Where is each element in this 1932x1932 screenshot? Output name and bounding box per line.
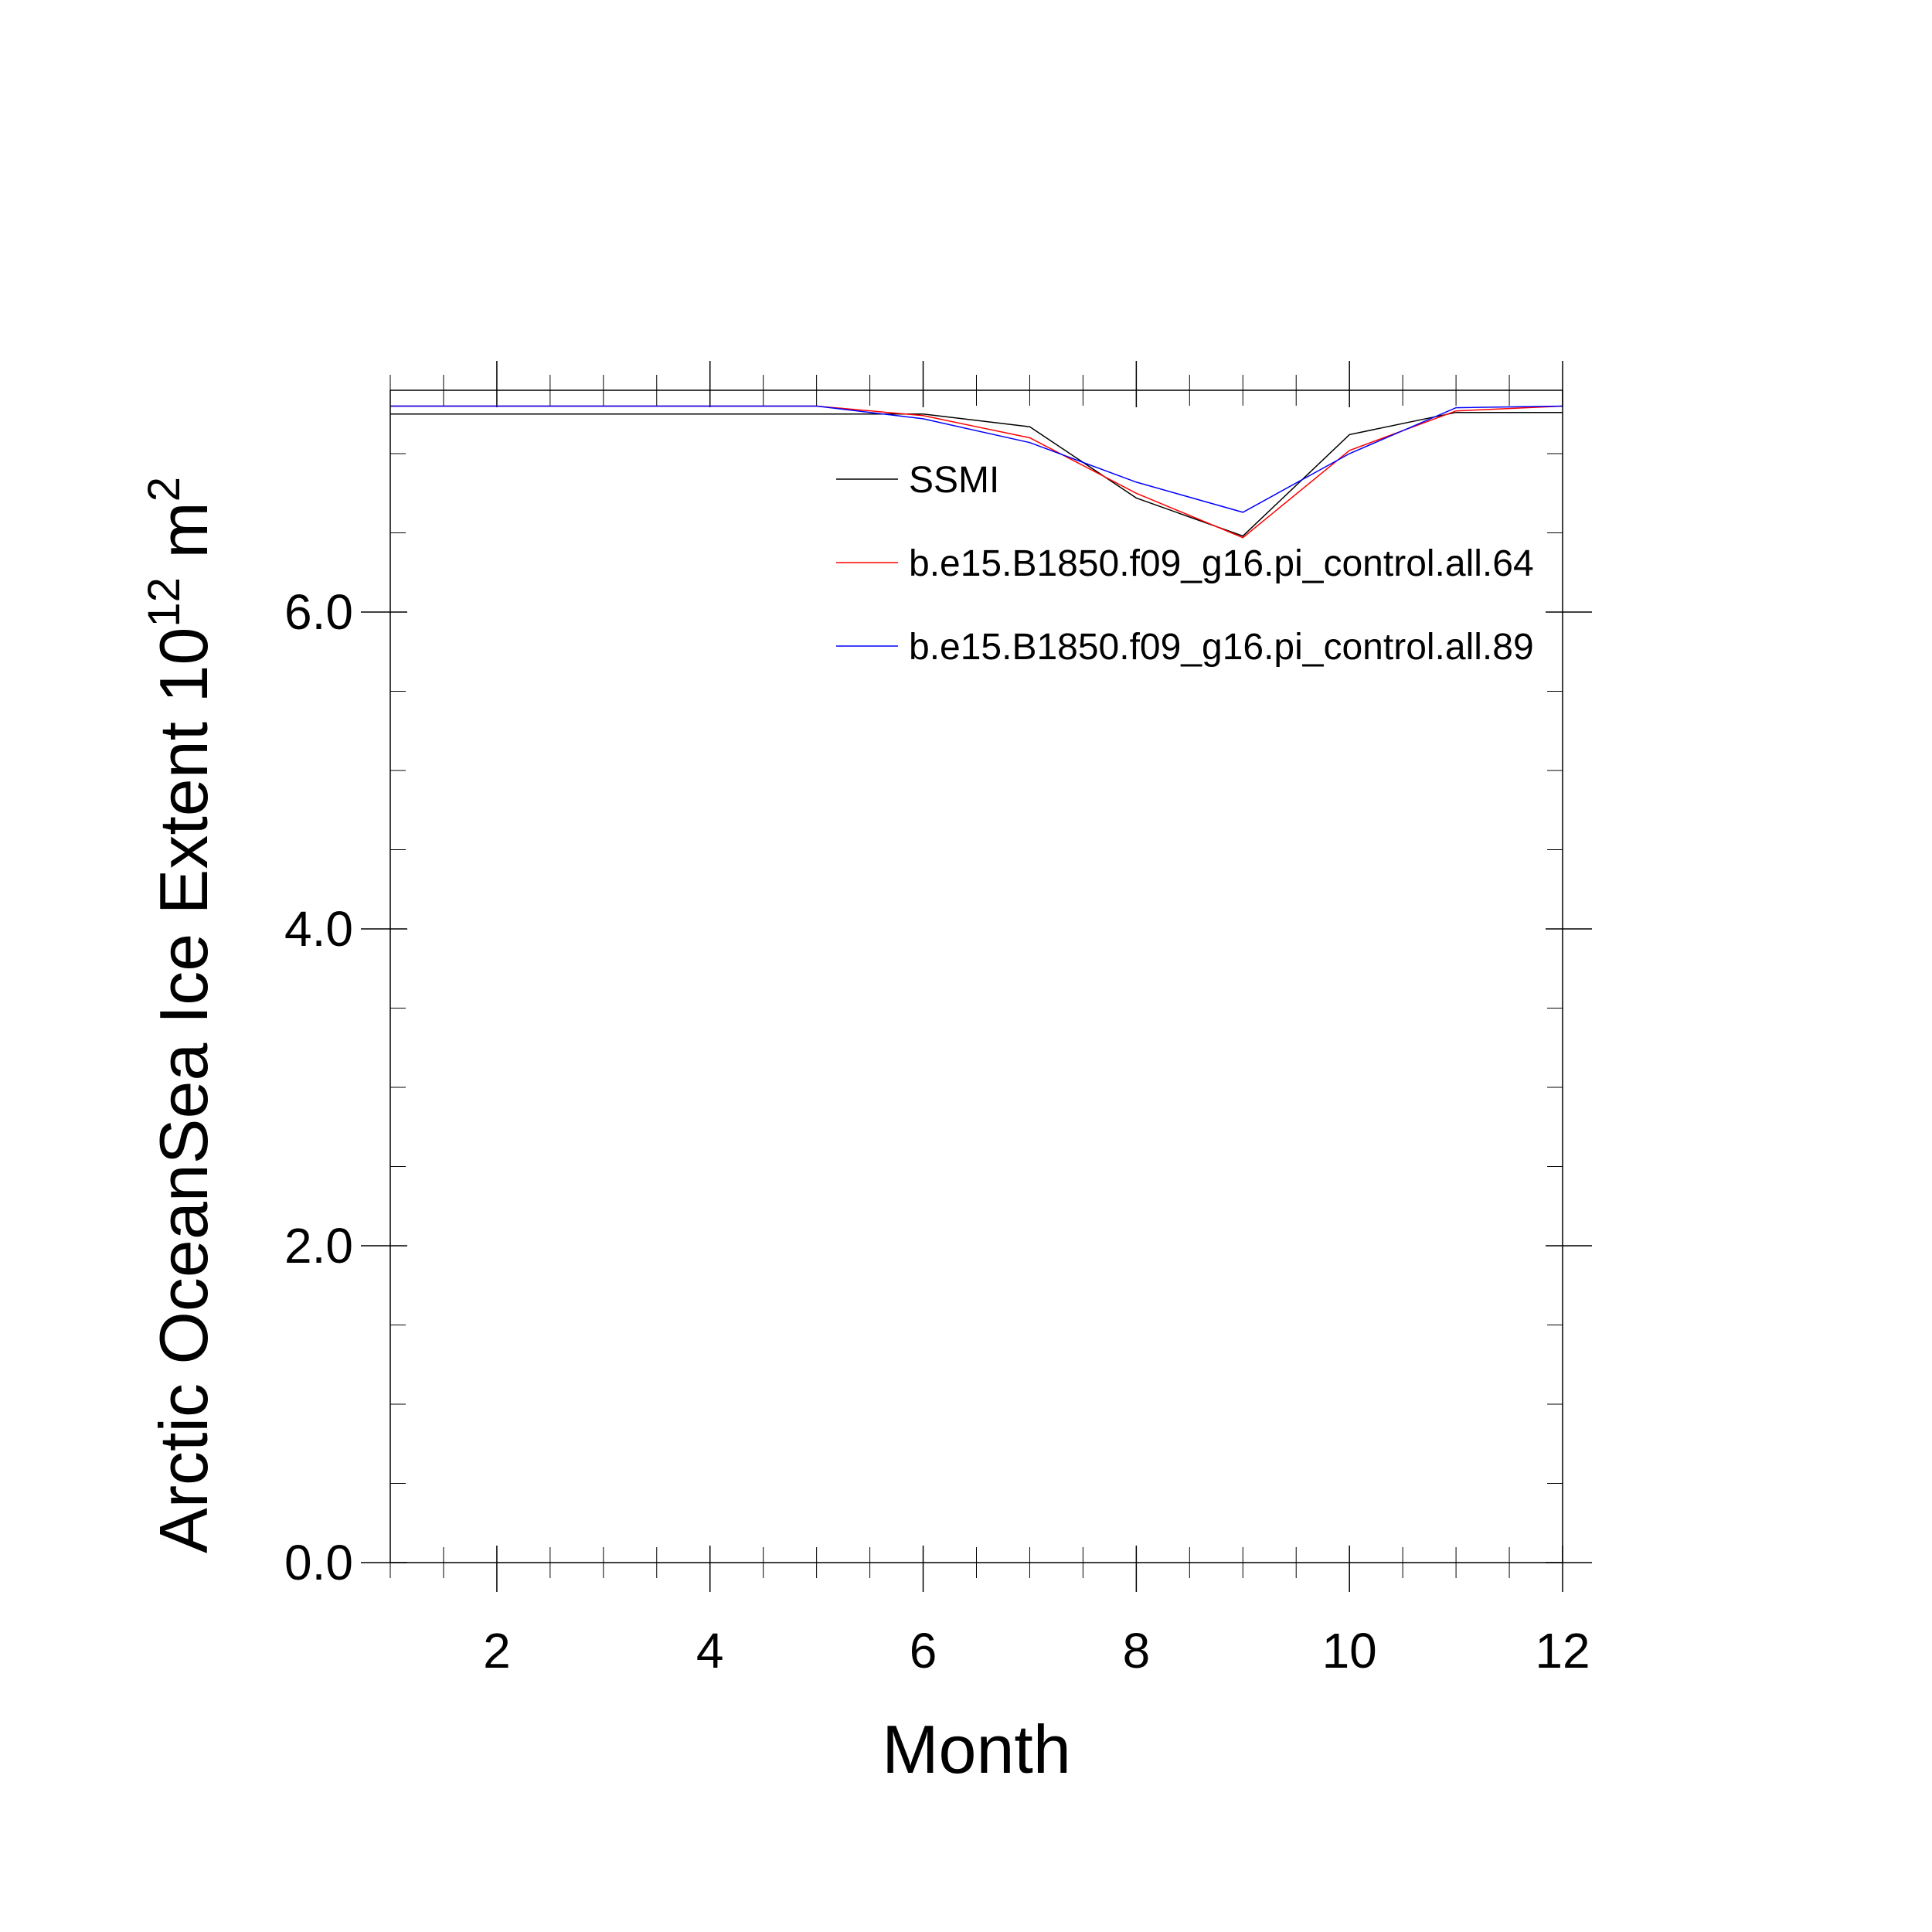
legend-label-1: SSMI xyxy=(909,460,999,501)
x-tick-label: 6 xyxy=(910,1623,937,1679)
x-tick-label: 4 xyxy=(696,1623,724,1679)
legend: SSMI b.e15.B1850.f09_g16.pi_control.all.6… xyxy=(836,460,1534,668)
y-tick-label: 4.0 xyxy=(284,901,353,957)
legend-label-3: b.e15.B1850.f09_g16.pi_control.all.89 xyxy=(909,627,1534,668)
y-tick-label: 6.0 xyxy=(284,584,353,640)
y-axis-title-main: Arctic OceanSea Ice Extent 10 xyxy=(145,628,222,1553)
y-axis-title-exponent: 12 xyxy=(139,577,189,628)
x-tick-label: 8 xyxy=(1123,1623,1151,1679)
x-axis-title: Month xyxy=(882,1711,1071,1787)
y-axis-title: Arctic OceanSea Ice Extent 1012 m2 xyxy=(139,477,222,1553)
y-tick-label: 2.0 xyxy=(284,1218,353,1274)
series-lines xyxy=(390,405,1563,539)
series-line-1 xyxy=(390,411,1563,537)
y-tick-label: 0.0 xyxy=(284,1535,353,1590)
plot-frame xyxy=(389,389,1563,1563)
series-line-3 xyxy=(390,405,1563,513)
y-tick-labels: 0.0 2.0 4.0 6.0 xyxy=(284,584,353,1590)
y-axis-title-unit: m xyxy=(145,502,222,577)
y-axis-title-unit-exponent: 2 xyxy=(139,477,189,502)
x-tick-labels: 2 4 6 8 10 12 xyxy=(483,1623,1590,1679)
x-tick-label: 2 xyxy=(483,1623,511,1679)
x-tick-label: 12 xyxy=(1535,1623,1590,1679)
legend-label-2: b.e15.B1850.f09_g16.pi_control.all.64 xyxy=(909,543,1534,584)
x-tick-label: 10 xyxy=(1322,1623,1377,1679)
